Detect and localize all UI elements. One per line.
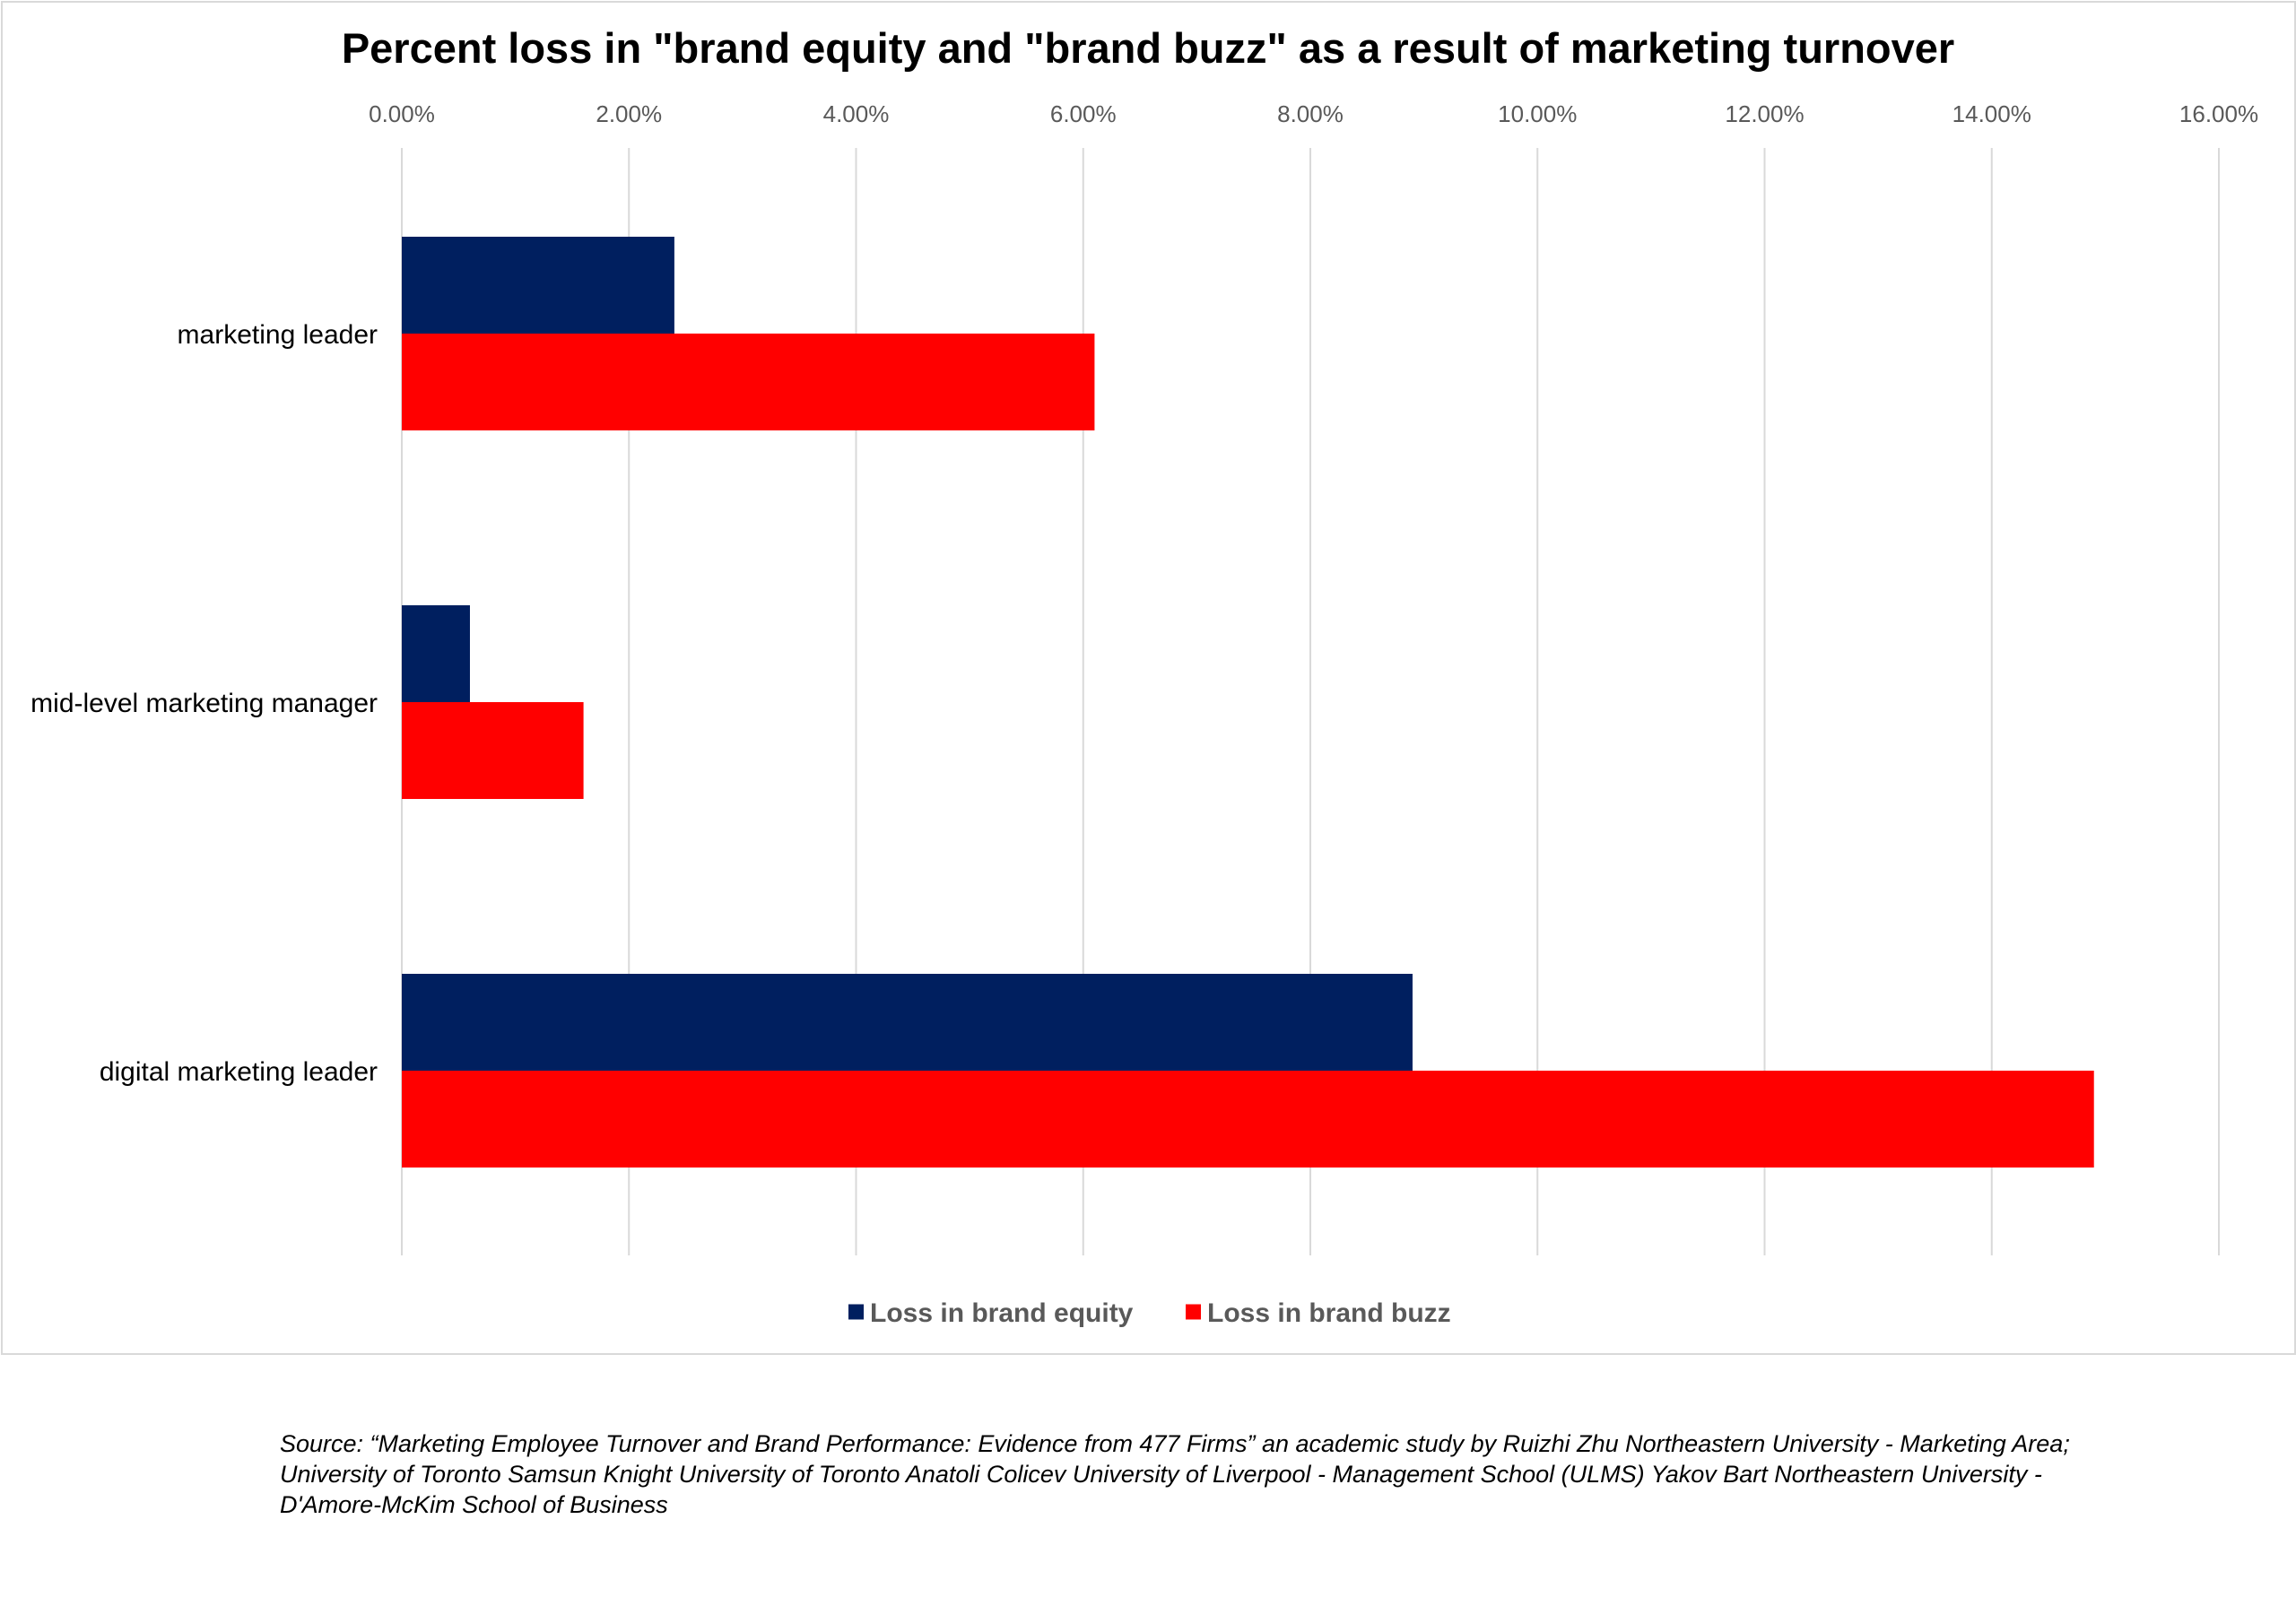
bar-brand-buzz (402, 1071, 2094, 1168)
legend-label: Loss in brand buzz (1207, 1298, 1451, 1328)
bar-brand-equity (402, 974, 1413, 1071)
x-tick-label: 4.00% (823, 100, 890, 127)
x-tick-label: 0.00% (369, 100, 435, 127)
category-label: digital marketing leader (100, 1057, 378, 1087)
legend-swatch (848, 1304, 864, 1320)
x-tick-label: 16.00% (2179, 100, 2258, 127)
bar-brand-equity (402, 605, 470, 702)
legend-label: Loss in brand equity (870, 1298, 1134, 1328)
bars (402, 237, 2094, 1168)
category-label: mid-level marketing manager (30, 689, 378, 718)
chart-title: Percent loss in "brand equity and "brand… (342, 24, 1954, 72)
x-tick-label: 14.00% (1952, 100, 2031, 127)
x-tick-label: 12.00% (1725, 100, 1804, 127)
legend-swatch (1186, 1304, 1201, 1320)
legend: Loss in brand equity Loss in brand buzz (848, 1298, 1451, 1328)
x-tick-label: 2.00% (596, 100, 662, 127)
bar-brand-buzz (402, 334, 1095, 430)
x-tick-label: 10.00% (1498, 100, 1577, 127)
bar-brand-buzz (402, 702, 584, 799)
category-labels: marketing leader mid-level marketing mana… (30, 320, 378, 1087)
bar-chart: Percent loss in "brand equity and "brand… (30, 24, 2258, 1328)
bar-brand-equity (402, 237, 674, 334)
category-label: marketing leader (178, 320, 378, 350)
source-note: Source: “Marketing Employee Turnover and… (280, 1430, 2070, 1518)
x-tick-label: 6.00% (1050, 100, 1117, 127)
x-tick-label: 8.00% (1277, 100, 1344, 127)
x-axis-tick-labels: 0.00% 2.00% 4.00% 6.00% 8.00% 10.00% 12.00% 14.… (369, 100, 2258, 127)
